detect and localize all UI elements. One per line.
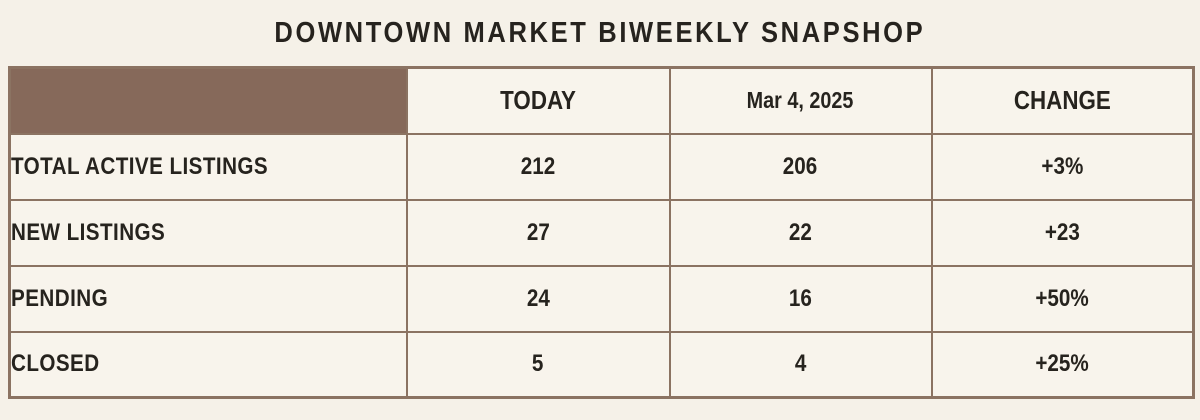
row-label: PENDING	[11, 284, 109, 312]
value-change: +50%	[1035, 284, 1089, 312]
value-cell-change: +50%	[930, 264, 1195, 333]
table-row: PENDING 24 16 +50%	[8, 264, 1195, 333]
row-label: CLOSED	[11, 350, 100, 378]
row-label-cell: TOTAL ACTIVE LISTINGS	[8, 132, 408, 201]
market-snapshot-table: TODAY Mar 4, 2025 CHANGE TOTAL ACTIVE LI…	[8, 66, 1195, 399]
row-label: NEW LISTINGS	[11, 218, 166, 246]
value-cell-prior: 16	[668, 264, 933, 333]
value-prior: 22	[789, 218, 812, 246]
value-prior: 206	[783, 152, 818, 180]
value-today: 5	[532, 350, 544, 378]
value-cell-today: 24	[405, 264, 671, 333]
value-prior: 4	[794, 350, 807, 378]
page-title: DOWNTOWN MARKET BIWEEKLY SNAPSHOP	[0, 15, 1200, 51]
value-change: +25%	[1035, 350, 1089, 378]
value-cell-today: 212	[405, 132, 671, 201]
value-change: +3%	[1041, 152, 1084, 180]
page-title-text: DOWNTOWN MARKET BIWEEKLY SNAPSHOP	[274, 17, 926, 49]
column-header-today: TODAY	[405, 66, 671, 135]
value-cell-change: +23	[930, 198, 1195, 267]
value-today: 27	[526, 218, 550, 246]
header-row: TODAY Mar 4, 2025 CHANGE	[8, 66, 1195, 135]
value-cell-change: +3%	[930, 132, 1195, 201]
corner-cell	[8, 66, 408, 135]
column-header-today-label: TODAY	[500, 85, 576, 116]
value-cell-change: +25%	[930, 330, 1195, 399]
column-header-prior-date-label: Mar 4, 2025	[747, 87, 854, 114]
value-cell-prior: 22	[668, 198, 933, 267]
column-header-change-label: CHANGE	[1013, 85, 1111, 116]
value-prior: 16	[789, 284, 812, 312]
value-change: +23	[1044, 218, 1080, 246]
value-today: 212	[520, 152, 556, 180]
value-cell-today: 27	[405, 198, 671, 267]
value-cell-today: 5	[405, 330, 671, 399]
table-row: CLOSED 5 4 +25%	[8, 330, 1195, 399]
row-label-cell: PENDING	[8, 264, 408, 333]
column-header-prior-date: Mar 4, 2025	[668, 66, 933, 135]
value-cell-prior: 206	[668, 132, 933, 201]
row-label-cell: CLOSED	[8, 330, 408, 399]
table-row: TOTAL ACTIVE LISTINGS 212 206 +3%	[8, 132, 1195, 201]
row-label-cell: NEW LISTINGS	[8, 198, 408, 267]
value-today: 24	[526, 284, 550, 312]
value-cell-prior: 4	[668, 330, 933, 399]
column-header-change: CHANGE	[930, 66, 1195, 135]
table-row: NEW LISTINGS 27 22 +23	[8, 198, 1195, 267]
row-label: TOTAL ACTIVE LISTINGS	[11, 152, 269, 180]
